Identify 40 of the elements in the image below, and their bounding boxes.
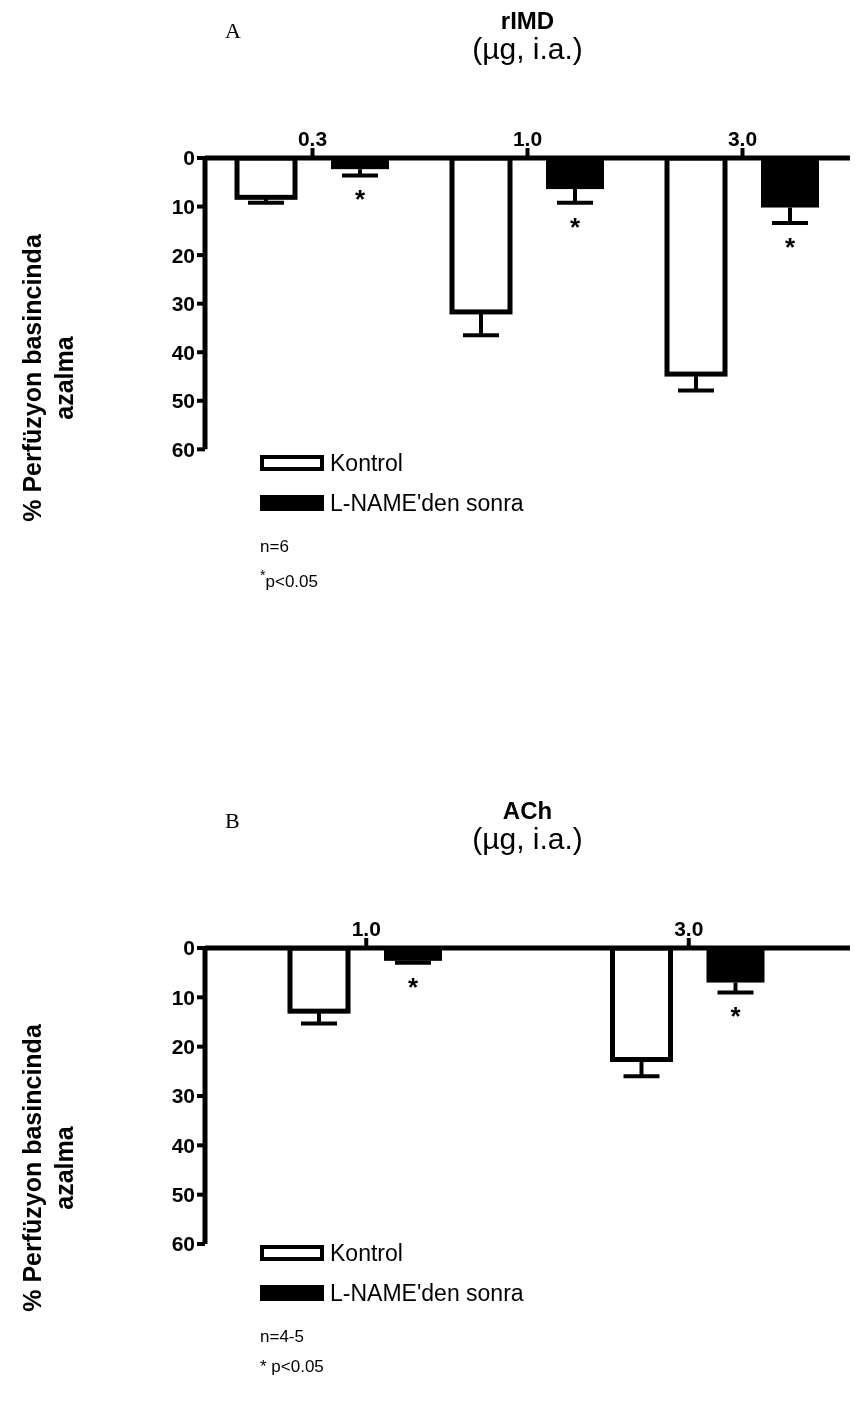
x-tick-label: 1.0 [512, 127, 543, 150]
legend-label: L-NAME'den sonra [330, 489, 524, 517]
y-tick-label: 50 [171, 1183, 195, 1207]
y-tick-label: 0 [183, 936, 195, 960]
chart-subtitle: (µg, i.a.) [472, 32, 583, 66]
annotation: * [569, 211, 581, 242]
y-tick-label: 10 [171, 195, 195, 219]
chart-title: ACh [502, 797, 553, 824]
y-tick-label: 50 [171, 389, 195, 413]
y-tick-label: 60 [171, 1232, 195, 1256]
annotation: * [407, 971, 419, 1002]
y-tick-label: 30 [171, 292, 195, 316]
annotation: * [354, 184, 366, 215]
text: * p<0.05 [260, 1357, 324, 1376]
text: B [225, 808, 240, 833]
text: A [225, 18, 241, 43]
y-tick-label: 40 [171, 340, 195, 364]
legend-label: L-NAME'den sonra [330, 1279, 524, 1307]
text: n=6 [260, 537, 289, 556]
x-tick-label: 0.3 [297, 127, 328, 150]
legend-label: Kontrol [330, 449, 403, 477]
text: $^{*}$p<0.05 [260, 567, 318, 591]
y-tick-label: 40 [171, 1133, 195, 1157]
text: n=4-5 [260, 1327, 304, 1346]
chart-subtitle: (µg, i.a.) [472, 822, 583, 856]
y-tick-label: 30 [171, 1084, 195, 1108]
x-tick-label: 1.0 [351, 917, 381, 940]
chart-title: rIMD [500, 7, 555, 34]
y-tick-label: 20 [171, 1035, 195, 1059]
annotation: * [730, 1001, 742, 1032]
annotation: * [784, 232, 796, 263]
legend-label: Kontrol [330, 1239, 403, 1267]
x-tick-label: 3.0 [674, 917, 704, 940]
y-tick-label: 0 [183, 146, 195, 170]
y-axis-title: % Perfüzyon basincinda azalma [18, 1024, 78, 1312]
y-axis-title: % Perfüzyon basincinda azalma [18, 234, 78, 522]
y-tick-label: 60 [171, 437, 195, 461]
y-tick-label: 20 [171, 243, 195, 267]
x-tick-label: 3.0 [727, 127, 758, 150]
y-tick-label: 10 [171, 985, 195, 1009]
